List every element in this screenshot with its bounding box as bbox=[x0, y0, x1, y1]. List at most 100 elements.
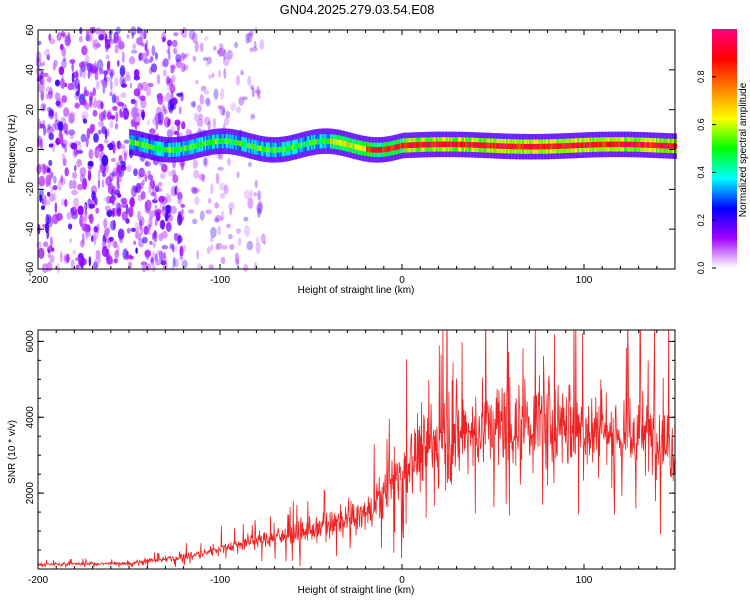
spectrogram-noise-cell bbox=[182, 54, 188, 59]
spectrogram-noise-cell bbox=[101, 126, 107, 135]
spectrogram-noise-cell bbox=[103, 197, 110, 202]
spectrogram-noise-cell bbox=[63, 107, 70, 117]
spectrogram-noise-cell bbox=[175, 258, 179, 268]
spectrogram-noise-cell bbox=[114, 77, 119, 87]
spectrogram-band-cell bbox=[300, 142, 303, 148]
spectrogram-noise-cell bbox=[101, 245, 109, 257]
spectrogram-noise-cell bbox=[88, 149, 94, 160]
spectrogram-noise-cell bbox=[74, 164, 77, 172]
spectrogram-noise-cell bbox=[64, 198, 68, 208]
spectrogram-noise-cell bbox=[89, 91, 94, 102]
spectrogram-noise-cell bbox=[102, 85, 106, 94]
spectrogram-noise-cell bbox=[45, 199, 51, 206]
spectrogram-band-cell bbox=[600, 141, 603, 148]
spectrogram-noise-cell bbox=[47, 90, 53, 100]
spectrogram-x-axis: -200 -100 0 100 bbox=[28, 30, 676, 286]
spectrogram-band-cell bbox=[544, 143, 546, 150]
spectrogram-noise-cell bbox=[48, 110, 54, 117]
spectrogram-band-cell bbox=[514, 143, 517, 150]
spectrogram-band-cell bbox=[456, 141, 459, 148]
spectrogram-noise-cell bbox=[176, 92, 183, 97]
spectrogram-band-cell bbox=[497, 143, 500, 149]
spectrogram-band-cell bbox=[667, 143, 670, 149]
spectrogram-noise-cell bbox=[236, 228, 241, 234]
spectrogram-noise-cell bbox=[57, 180, 63, 191]
spectrogram-band-cell bbox=[554, 143, 557, 150]
spectrogram-noise-cell bbox=[117, 174, 122, 183]
spectrogram-noise-cell bbox=[53, 175, 57, 184]
spectrogram-noise-cell bbox=[126, 227, 131, 234]
spectrogram-noise-cell bbox=[121, 79, 126, 88]
spectrogram-noise-cell bbox=[245, 33, 250, 44]
spectrogram-noise-cell bbox=[217, 47, 223, 58]
spectrogram-noise-cell bbox=[109, 91, 113, 97]
spectrogram-noise-cell bbox=[45, 213, 50, 226]
spectrogram-noise-cell bbox=[95, 207, 100, 214]
spectrogram-noise-cell bbox=[73, 147, 79, 157]
spectrogram-noise-cell bbox=[62, 157, 67, 167]
spectrogram-band-cell bbox=[580, 142, 583, 148]
spectrogram-noise-cell bbox=[137, 89, 141, 99]
spectrogram-noise-cell bbox=[149, 67, 153, 75]
spectrogram-band-cell bbox=[656, 142, 659, 149]
spectrogram-band-cell bbox=[254, 144, 257, 150]
spectrogram-noise-cell bbox=[61, 143, 66, 149]
spectrogram-noise-cell bbox=[200, 42, 204, 53]
spectrogram-noise-cell bbox=[210, 244, 214, 251]
spectrogram-band-cell bbox=[315, 139, 318, 145]
spectrogram-noise-cell bbox=[151, 45, 156, 57]
spectrogram-noise-cell bbox=[143, 225, 149, 235]
spectrogram-noise-cell bbox=[194, 112, 198, 122]
spectrogram-band-cell bbox=[385, 146, 388, 153]
spectrogram-noise-cell bbox=[97, 129, 102, 135]
x-tick-label: -200 bbox=[28, 275, 48, 286]
spectrogram-noise-cell bbox=[46, 54, 50, 61]
spectrogram-band-cell bbox=[383, 146, 386, 153]
spectrogram-band-cell bbox=[431, 141, 434, 148]
spectrogram-noise-cell bbox=[81, 223, 89, 232]
y-tick-label: -60 bbox=[25, 261, 36, 276]
spectrogram-noise-cell bbox=[174, 119, 181, 126]
spectrogram-noise-cell bbox=[102, 172, 106, 178]
spectrogram-noise-cell bbox=[116, 164, 121, 174]
spectrogram-noise-cell bbox=[122, 77, 127, 87]
spectrogram-noise-cell bbox=[85, 103, 90, 111]
spectrogram-band-cell bbox=[395, 144, 398, 150]
spectrogram-band-cell bbox=[328, 138, 331, 145]
spectrogram-band-cell bbox=[581, 142, 584, 148]
spectrogram-noise-cell bbox=[63, 255, 70, 262]
spectrogram-noise-cell bbox=[77, 205, 84, 216]
spectrogram-noise-cell bbox=[154, 52, 158, 60]
spectrogram-noise-cell bbox=[242, 96, 248, 101]
x-tick-label: -100 bbox=[210, 275, 230, 286]
spectrogram-noise-cell bbox=[108, 236, 114, 242]
spectrogram-band-cell bbox=[597, 141, 600, 148]
spectrogram-band-cell bbox=[593, 141, 596, 148]
spectrogram-noise-cell bbox=[218, 182, 226, 191]
spectrogram-noise-cell bbox=[156, 74, 161, 85]
spectrogram-noise-cell bbox=[150, 257, 155, 264]
spectrogram-band-cell bbox=[369, 146, 372, 153]
spectrogram-band-cell bbox=[548, 143, 551, 150]
spectrogram-noise-cell bbox=[215, 243, 219, 251]
spectrogram-noise-cell bbox=[122, 107, 130, 120]
spectrogram-noise-cell bbox=[135, 247, 138, 254]
spectrogram-noise-cell bbox=[130, 185, 137, 198]
spectrogram-band-cell bbox=[356, 144, 359, 150]
spectrogram-band-cell bbox=[468, 141, 471, 148]
spectrogram-band-cell bbox=[555, 143, 558, 150]
spectrogram-noise-cell bbox=[84, 54, 90, 66]
spectrogram-noise-cell bbox=[79, 67, 83, 78]
spectrogram-noise-cell bbox=[71, 189, 78, 196]
spectrogram-band-cell bbox=[180, 146, 182, 152]
spectrogram-band-cell bbox=[576, 142, 578, 149]
spectrogram-noise-cell bbox=[122, 248, 129, 260]
spectrogram-noise-cell bbox=[93, 262, 97, 271]
spectrogram-noise-cell bbox=[193, 169, 200, 179]
spectrogram-noise-cell bbox=[76, 149, 84, 154]
spectrogram-noise-cell bbox=[64, 167, 69, 177]
spectrogram-band-cell bbox=[238, 140, 241, 146]
spectrogram-noise-cell bbox=[208, 264, 215, 270]
spectrogram-noise-cell bbox=[120, 83, 128, 88]
spectrogram-noise-cell bbox=[82, 111, 89, 119]
